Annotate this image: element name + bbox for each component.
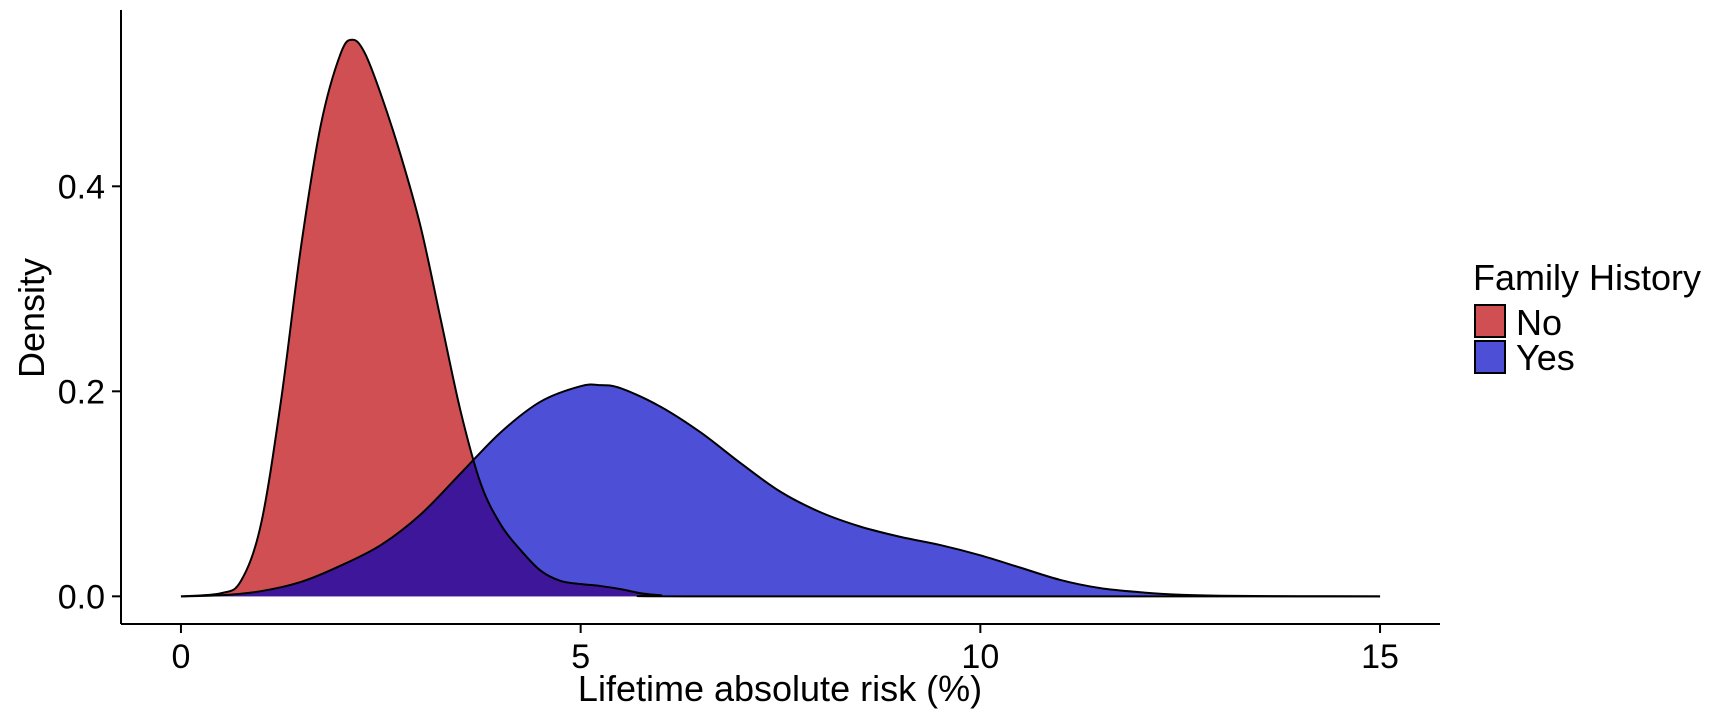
x-tick-label: 0 — [171, 638, 190, 676]
ticks: 0 5 10 15 0.0 0.2 0.4 — [58, 168, 1399, 676]
legend-label-yes: Yes — [1516, 337, 1575, 378]
axes — [120, 10, 1440, 625]
y-tick-label: 0.4 — [58, 168, 105, 206]
x-axis-title: Lifetime absolute risk (%) — [578, 668, 982, 709]
density-line-no — [180, 38, 1381, 598]
y-tick-label: 0.2 — [58, 373, 105, 411]
legend: Family History No Yes — [1473, 257, 1701, 378]
density-line-yes — [180, 383, 1381, 598]
legend-title: Family History — [1473, 257, 1701, 298]
x-tick-label: 15 — [1361, 638, 1399, 676]
y-axis-title: Density — [11, 258, 52, 378]
legend-swatch-no — [1474, 304, 1506, 338]
legend-swatch-yes — [1474, 340, 1506, 374]
density-area-no — [180, 39, 1381, 597]
legend-label-no: No — [1516, 302, 1562, 343]
y-tick-label: 0.0 — [58, 578, 105, 616]
x-tick-label: 10 — [961, 638, 999, 676]
density-overlap-area — [180, 384, 1381, 597]
x-tick-label: 5 — [571, 638, 590, 676]
plot-area — [180, 38, 1381, 598]
